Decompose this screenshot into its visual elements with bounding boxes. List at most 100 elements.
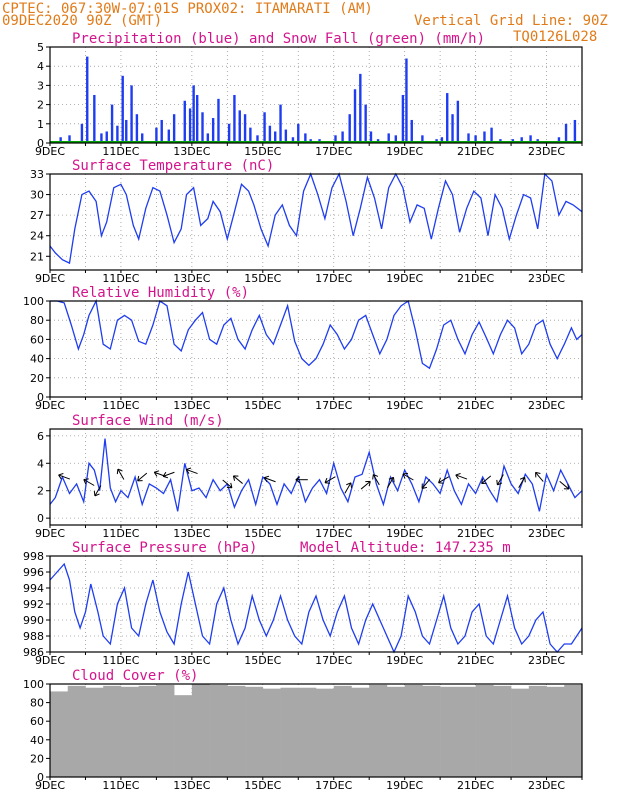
precip-bar <box>172 114 176 143</box>
wind-arrow-head <box>324 477 331 484</box>
cloud-bar <box>67 685 86 777</box>
y-tick-label: 992 <box>23 598 44 611</box>
precip-bar <box>348 114 351 143</box>
y-tick-label: 3 <box>37 79 44 92</box>
cloud-bar <box>422 685 441 777</box>
panel-cloud: Cloud Cover (%) 0 20 40 60 80 100 9DEC 11DEC 13DE… <box>23 668 583 792</box>
cloud-bar <box>564 684 583 777</box>
cloud-bar <box>440 686 459 777</box>
y-tick-label: 988 <box>23 630 44 643</box>
header-grid-line: Vertical Grid Line: 90Z <box>414 13 608 29</box>
wind-arrow-shaft <box>559 480 570 490</box>
precip-bar <box>421 135 424 143</box>
precip-bar <box>446 93 449 143</box>
wind-arrow <box>344 482 352 494</box>
panel-wind: Surface Wind (m/s) 0 2 4 6 9DEC 11DEC 13DEC 15DE… <box>35 413 583 540</box>
precip-bar <box>268 125 272 143</box>
model-altitude: Model Altitude: 147.235 m <box>300 540 511 556</box>
y-tick-label: 80 <box>30 697 44 710</box>
cloud-bar <box>457 686 476 777</box>
y-tick-label: 100 <box>23 295 44 308</box>
y-tick-label: 24 <box>30 230 44 243</box>
wind-arrow-shaft <box>83 479 95 486</box>
x-tick-label: 19DEC <box>386 527 423 540</box>
precip-bar <box>141 133 144 143</box>
humidity-line <box>50 298 583 370</box>
header-station: CPTEC: 067:30W-07:01S PROX02: ITAMARATI … <box>2 1 373 17</box>
wind-arrow <box>116 468 125 480</box>
x-tick-label: 23DEC <box>528 145 565 158</box>
wind-arrow-shaft <box>518 477 526 488</box>
precip-bar <box>130 85 133 143</box>
x-tick-label: 13DEC <box>173 654 210 667</box>
precip-bar <box>440 137 444 143</box>
precip-bar <box>110 104 114 143</box>
x-tick-label: 17DEC <box>315 779 352 792</box>
precip-bar <box>467 133 470 143</box>
cloud-bar <box>191 684 210 777</box>
y-tick-label: 1 <box>37 118 44 131</box>
wind-arrow-head <box>162 471 169 479</box>
x-tick-label: 19DEC <box>386 779 423 792</box>
wind-arrow <box>496 474 504 486</box>
precip-bar <box>334 135 337 143</box>
wind-arrow <box>162 471 175 479</box>
wind-arrow-shaft <box>402 473 414 481</box>
x-tick-label: 21DEC <box>457 145 494 158</box>
cloud-bar <box>120 686 139 777</box>
panel-title: Cloud Cover (%) <box>72 668 198 684</box>
y-tick-label: 2 <box>37 485 44 498</box>
y-tick-label: 60 <box>30 333 44 346</box>
y-tick-label: 0 <box>37 391 44 404</box>
precip-bar <box>304 133 307 143</box>
wind-arrow-shaft <box>421 478 431 489</box>
wind-arrow-shaft <box>324 476 336 484</box>
wind-arrow-head <box>58 473 64 480</box>
panel-frame <box>49 46 583 144</box>
precip-bar <box>279 104 282 143</box>
wind-arrow <box>455 473 468 480</box>
panel-title: Surface Temperature (nC) <box>72 158 274 174</box>
wind-arrow-head <box>263 475 270 483</box>
wind-arrow <box>518 476 526 488</box>
y-tick-label: 40 <box>30 353 44 366</box>
x-tick-label: 13DEC <box>173 399 210 412</box>
x-tick-label: 17DEC <box>315 272 352 285</box>
wind-arrow-shaft <box>233 475 243 484</box>
y-tick-label: 990 <box>23 614 44 627</box>
cloud-bar <box>511 688 530 777</box>
precip-bar <box>116 125 119 143</box>
panel-temperature: Surface Temperature (nC) 21 24 27 30 33 9DEC 11… <box>30 158 583 285</box>
x-tick-label: 23DEC <box>528 272 565 285</box>
precip-bar <box>297 123 300 143</box>
cloud-bar <box>103 685 122 777</box>
y-tick-label: 994 <box>23 582 44 595</box>
x-tick-label: 9DEC <box>35 399 65 412</box>
y-tick-label: 4 <box>37 457 44 470</box>
cloud-bar <box>174 695 193 777</box>
cloud-bar <box>369 684 388 777</box>
precip-bar <box>274 131 277 143</box>
x-tick-label: 13DEC <box>173 145 210 158</box>
wind-arrow-head <box>519 476 526 483</box>
panel-frame <box>49 428 583 526</box>
wind-arrow <box>295 476 308 484</box>
wind-arrow <box>137 472 148 482</box>
y-tick-label: 5 <box>37 41 44 54</box>
wind-arrow <box>535 471 544 482</box>
precip-bar <box>211 118 215 143</box>
panel-title: Relative Humidity (%) <box>72 285 249 301</box>
panel-frame <box>49 173 583 271</box>
y-tick-label: 33 <box>30 168 44 181</box>
panel-pressure: Surface Pressure (hPa) 986 988 990 992 994 996… <box>23 540 583 667</box>
precip-bar <box>160 119 163 143</box>
y-tick-label: 996 <box>23 566 44 579</box>
x-tick-label: 23DEC <box>528 779 565 792</box>
precip-bar <box>183 100 186 143</box>
precip-bar <box>341 131 344 143</box>
precip-bar <box>121 75 124 143</box>
precip-bar <box>474 135 477 143</box>
cloud-bar <box>245 686 264 777</box>
wind-arrow-shaft <box>387 477 394 488</box>
